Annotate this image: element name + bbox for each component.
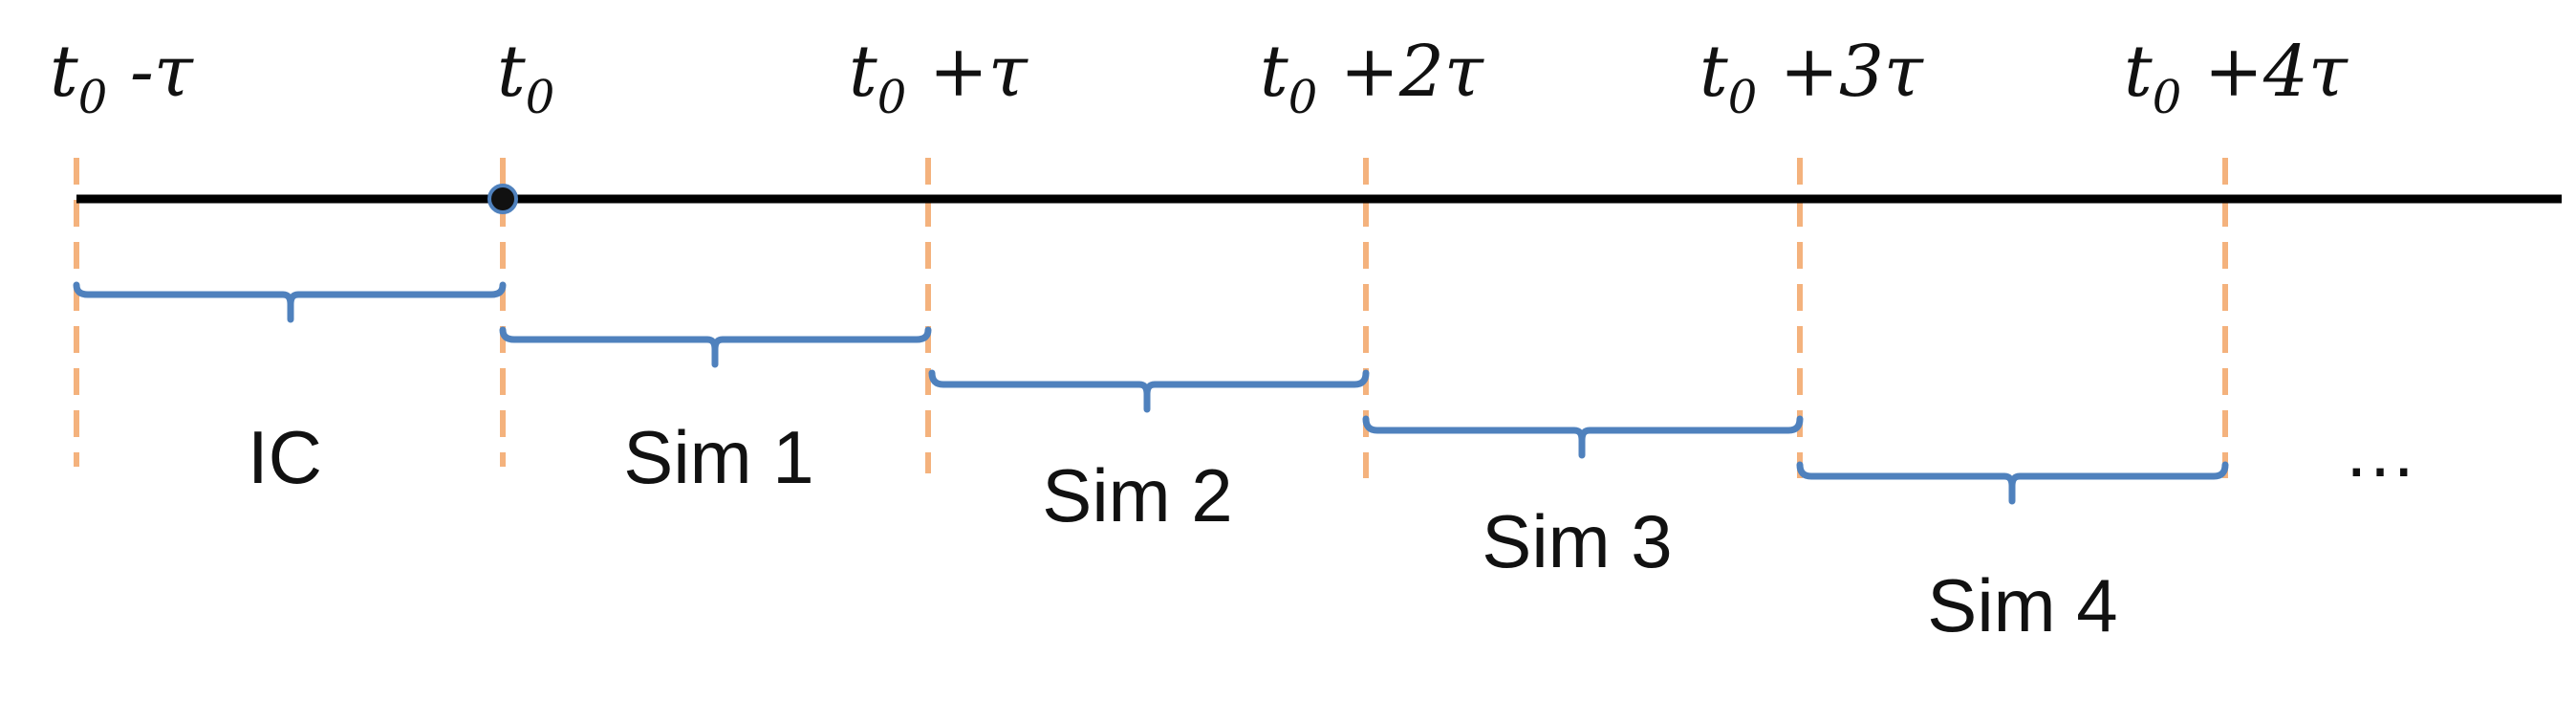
tick-label-5: t0 +4τ [2124,31,2349,124]
segment-label-ic: IC [248,415,322,499]
guide-lines [74,158,2228,478]
bracket-sim-4 [1796,461,2229,505]
bracket-sim-2 [928,369,1370,413]
tick-labels: t0 -τ t0 t0 +τ t0 +2τ t0 +3τ t0 +4τ [50,31,2349,124]
tick-label-4: t0 +3τ [1699,31,1924,124]
bracket-sim-1 [499,326,932,368]
tick-label-2: t0 +τ [849,31,1028,124]
t0-marker [487,184,518,214]
segment-label-sim-1: Sim 1 [623,415,813,499]
tick-label-1: t0 [497,31,554,124]
interval-brackets [73,281,2229,505]
segment-label-sim-4: Sim 4 [1927,563,2117,647]
bracket-ic [73,281,507,323]
tick-label-3: t0 +2τ [1260,31,1484,124]
bracket-sim-3 [1362,415,1804,459]
tick-label-0: t0 -τ [50,31,194,124]
continuation-ellipsis: … [2343,408,2417,493]
segment-label-sim-3: Sim 3 [1482,499,1672,583]
segment-label-sim-2: Sim 2 [1042,453,1232,537]
segment-labels: IC Sim 1 Sim 2 Sim 3 Sim 4 … [248,408,2417,647]
